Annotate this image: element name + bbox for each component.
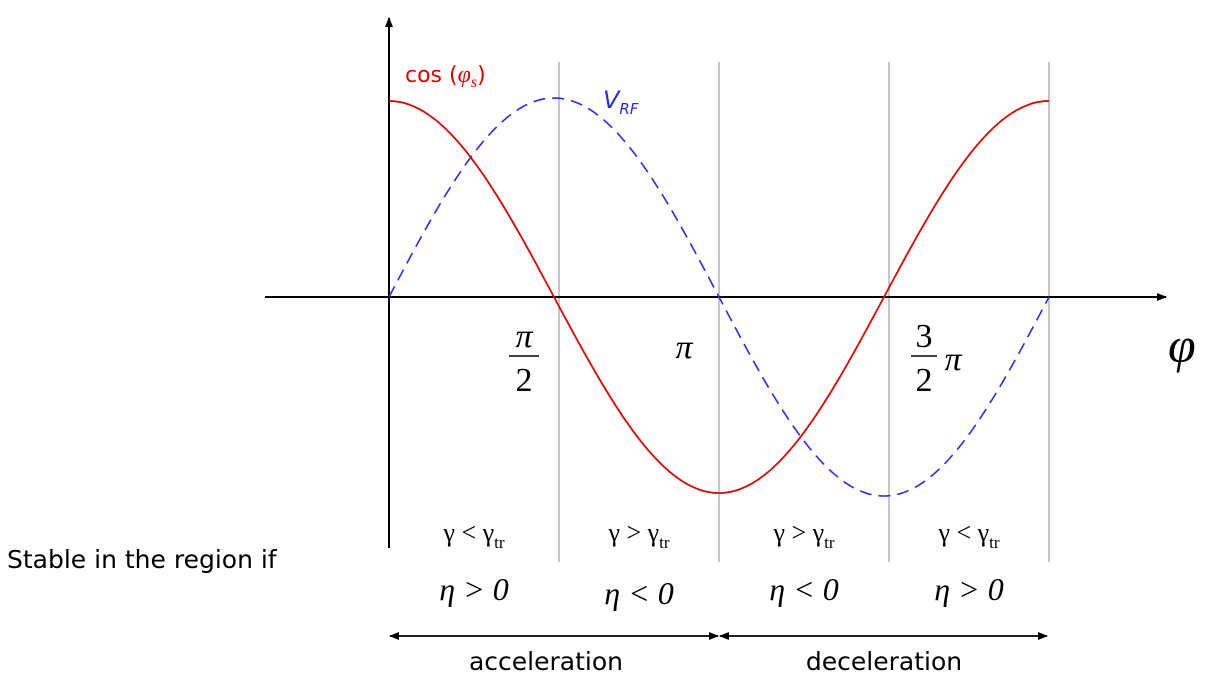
tick-pi-half: π 2 — [509, 318, 539, 399]
region-3-eta: η < 0 — [769, 571, 838, 607]
region-dividers — [558, 62, 1050, 562]
tick-three-half-pi-symbol: π — [944, 341, 962, 378]
region-2: γ > γtr η < 0 — [604, 518, 673, 611]
tick-pi-half-numerator: π — [515, 318, 533, 355]
cos-phi-s-label: cos (φs) — [405, 62, 486, 91]
region-4-gamma: γ < γtr — [937, 518, 999, 552]
region-3: γ > γtr η < 0 — [769, 518, 838, 607]
stable-region-text: Stable in the region if — [7, 545, 278, 574]
tick-three-half-denominator: 2 — [916, 362, 933, 399]
x-axis-label: φ — [1168, 317, 1196, 373]
region-4-eta: η > 0 — [934, 571, 1003, 607]
region-2-eta: η < 0 — [604, 575, 673, 611]
vrf-label: VRF — [603, 86, 639, 118]
region-1: γ < γtr η > 0 — [439, 518, 508, 607]
region-1-gamma: γ < γtr — [442, 518, 504, 552]
tick-three-half-pi: 3 2 π — [911, 318, 962, 399]
region-3-gamma: γ > γtr — [772, 518, 834, 552]
vrf-curve — [388, 97, 1050, 497]
acceleration-label: acceleration — [469, 647, 623, 676]
tick-pi: π — [675, 329, 693, 366]
tick-pi-half-denominator: 2 — [516, 362, 533, 399]
region-2-gamma: γ > γtr — [607, 518, 669, 552]
tick-three-half-numerator: 3 — [916, 318, 933, 355]
deceleration-label: deceleration — [806, 647, 962, 676]
region-4: γ < γtr η > 0 — [934, 518, 1003, 607]
region-1-eta: η > 0 — [439, 571, 508, 607]
cos-phi-s-curve — [388, 100, 1050, 494]
